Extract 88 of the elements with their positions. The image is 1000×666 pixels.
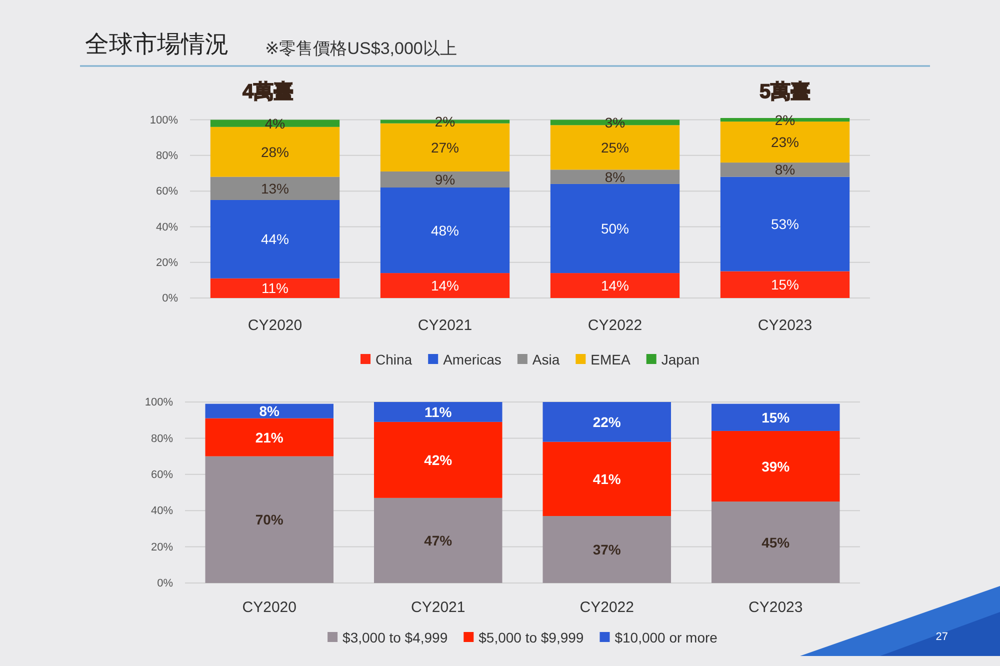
bar — [210, 200, 340, 278]
y-tick-label: 100% — [150, 114, 178, 126]
data-label: 37% — [592, 542, 622, 558]
data-label: 50% — [600, 220, 630, 237]
legend-label: Americas — [443, 352, 502, 368]
y-tick-label: 40% — [156, 221, 178, 234]
bar — [720, 162, 850, 177]
data-label: 25% — [600, 139, 630, 156]
bar — [210, 176, 340, 200]
legend-label: $5,000 to $9,999 — [478, 630, 584, 646]
bar — [205, 418, 334, 456]
text: 5萬臺 — [759, 81, 811, 103]
data-label: 47% — [424, 532, 453, 549]
data-label: 23% — [770, 134, 800, 150]
legend-label: Asia — [532, 352, 560, 368]
data-label: 45% — [762, 534, 790, 550]
bar — [380, 273, 510, 298]
text: 27 — [936, 631, 948, 643]
bar — [205, 456, 334, 583]
data-label: 41% — [592, 470, 622, 487]
data-label: 48% — [430, 222, 460, 238]
y-tick-label: 100% — [144, 396, 174, 409]
data-label: 11% — [424, 404, 452, 420]
y-tick-label: 40% — [150, 505, 174, 518]
chart-subtitle: ※零售價格US$3,000以上 — [265, 39, 457, 58]
data-label: 8% — [604, 168, 626, 185]
data-label: 42% — [424, 452, 453, 468]
data-label: 28% — [260, 144, 290, 160]
legend-label: Japan — [661, 352, 700, 368]
data-label: 15% — [770, 276, 800, 293]
bar — [374, 422, 502, 498]
x-tick-label: CY2023 — [758, 317, 812, 334]
y-tick-label: 80% — [150, 432, 174, 445]
bar — [712, 404, 840, 431]
bar — [374, 498, 502, 583]
data-label: 2% — [774, 112, 796, 128]
bar — [210, 120, 340, 127]
legend-label: $10,000 or more — [614, 630, 718, 646]
data-label: 2% — [434, 114, 456, 130]
data-label: 11% — [262, 280, 288, 296]
data-label: 9% — [434, 172, 456, 188]
data-label: 14% — [600, 278, 630, 294]
data-label: 8% — [259, 403, 280, 420]
x-tick-label: CY2022 — [580, 599, 634, 616]
bar — [542, 442, 671, 516]
bar — [550, 184, 680, 274]
data-label: 44% — [260, 231, 290, 248]
x-tick-label: CY2020 — [248, 317, 302, 334]
bar — [210, 278, 340, 298]
bar — [712, 502, 840, 583]
data-label: 53% — [770, 216, 800, 232]
data-label: 15% — [762, 409, 790, 426]
y-tick-label: 20% — [150, 541, 174, 554]
y-tick-label: 80% — [156, 150, 178, 162]
bar — [550, 170, 680, 184]
bar — [380, 188, 510, 274]
bar — [374, 402, 502, 422]
data-label: 70% — [255, 512, 284, 528]
x-tick-label: CY2022 — [588, 317, 642, 334]
legend-label: China — [376, 352, 412, 368]
bar — [720, 176, 850, 272]
data-label: 8% — [774, 162, 796, 178]
data-label: 14% — [430, 278, 460, 294]
bar — [205, 404, 334, 418]
x-tick-label: CY2020 — [242, 599, 296, 616]
data-label: 13% — [260, 180, 290, 196]
y-tick-label: 60% — [156, 186, 178, 198]
x-tick-label: CY2023 — [748, 599, 803, 616]
text: 4萬臺 — [242, 81, 294, 103]
data-label: 21% — [255, 429, 284, 446]
data-label: 22% — [592, 414, 622, 430]
x-tick-label: CY2021 — [411, 599, 466, 616]
data-label: 27% — [430, 139, 460, 156]
bar — [550, 273, 680, 298]
y-tick-label: 0% — [157, 578, 174, 590]
y-tick-label: 20% — [156, 256, 178, 269]
bar — [542, 516, 671, 583]
legend-label: $3,000 to $4,999 — [342, 630, 448, 646]
bar — [720, 271, 850, 298]
data-label: 39% — [762, 458, 790, 474]
bar — [712, 430, 840, 502]
legend-label: EMEA — [590, 352, 632, 368]
bar — [380, 171, 510, 188]
chart-title: 全球市場情況 — [85, 31, 229, 58]
x-tick-label: CY2021 — [418, 317, 472, 334]
bar — [542, 402, 671, 442]
y-tick-label: 60% — [150, 469, 174, 482]
y-tick-label: 0% — [162, 292, 178, 305]
